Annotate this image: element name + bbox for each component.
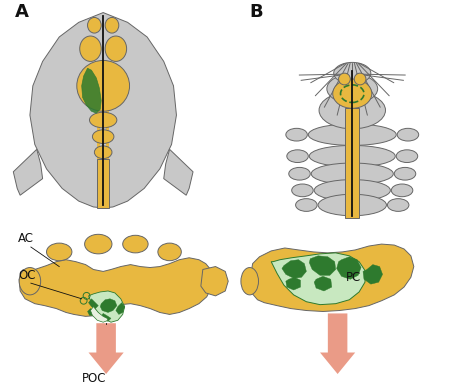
Ellipse shape — [394, 167, 416, 180]
Ellipse shape — [354, 73, 366, 85]
Polygon shape — [100, 299, 117, 312]
Text: PC: PC — [346, 271, 361, 284]
Polygon shape — [286, 277, 301, 290]
Ellipse shape — [319, 92, 385, 129]
Ellipse shape — [334, 62, 371, 84]
Ellipse shape — [318, 194, 386, 216]
Polygon shape — [91, 307, 108, 322]
Ellipse shape — [19, 267, 41, 295]
Ellipse shape — [396, 150, 418, 163]
Polygon shape — [271, 253, 365, 305]
Ellipse shape — [80, 36, 101, 62]
Polygon shape — [88, 309, 93, 316]
Polygon shape — [13, 149, 43, 195]
Text: B: B — [250, 4, 264, 22]
Polygon shape — [346, 108, 359, 218]
Polygon shape — [89, 291, 125, 322]
Polygon shape — [30, 13, 176, 208]
Text: AC: AC — [18, 232, 34, 245]
Polygon shape — [116, 303, 125, 314]
Polygon shape — [97, 159, 109, 208]
Ellipse shape — [105, 18, 119, 33]
Polygon shape — [19, 258, 212, 316]
Polygon shape — [314, 276, 332, 291]
Ellipse shape — [387, 199, 409, 211]
Ellipse shape — [327, 74, 378, 103]
Polygon shape — [97, 62, 100, 203]
Ellipse shape — [338, 73, 350, 85]
Polygon shape — [89, 299, 98, 309]
Ellipse shape — [333, 79, 372, 108]
Ellipse shape — [392, 184, 413, 197]
Ellipse shape — [88, 18, 101, 33]
Polygon shape — [320, 314, 355, 374]
Ellipse shape — [90, 112, 117, 128]
Polygon shape — [201, 267, 228, 296]
Ellipse shape — [123, 235, 148, 253]
Ellipse shape — [92, 130, 114, 143]
Ellipse shape — [241, 267, 258, 295]
Ellipse shape — [158, 243, 182, 261]
Ellipse shape — [94, 146, 112, 159]
Ellipse shape — [397, 128, 419, 141]
Polygon shape — [82, 68, 101, 113]
Ellipse shape — [105, 36, 127, 62]
Polygon shape — [248, 244, 414, 312]
Polygon shape — [282, 260, 306, 278]
Polygon shape — [100, 314, 111, 321]
Ellipse shape — [311, 163, 393, 185]
Text: OC: OC — [18, 269, 36, 282]
Ellipse shape — [308, 124, 396, 145]
Text: POC: POC — [82, 372, 107, 385]
Ellipse shape — [310, 145, 395, 167]
Ellipse shape — [292, 184, 313, 197]
Polygon shape — [89, 323, 124, 374]
Ellipse shape — [286, 128, 307, 141]
Polygon shape — [164, 149, 193, 195]
Polygon shape — [337, 257, 361, 279]
Ellipse shape — [287, 150, 308, 163]
Polygon shape — [363, 265, 383, 284]
Polygon shape — [310, 256, 336, 275]
Text: A: A — [15, 4, 29, 22]
Polygon shape — [106, 62, 109, 203]
Ellipse shape — [77, 60, 129, 111]
Ellipse shape — [85, 234, 112, 254]
Ellipse shape — [314, 180, 391, 201]
Ellipse shape — [46, 243, 72, 261]
Ellipse shape — [289, 167, 310, 180]
Ellipse shape — [296, 199, 317, 211]
